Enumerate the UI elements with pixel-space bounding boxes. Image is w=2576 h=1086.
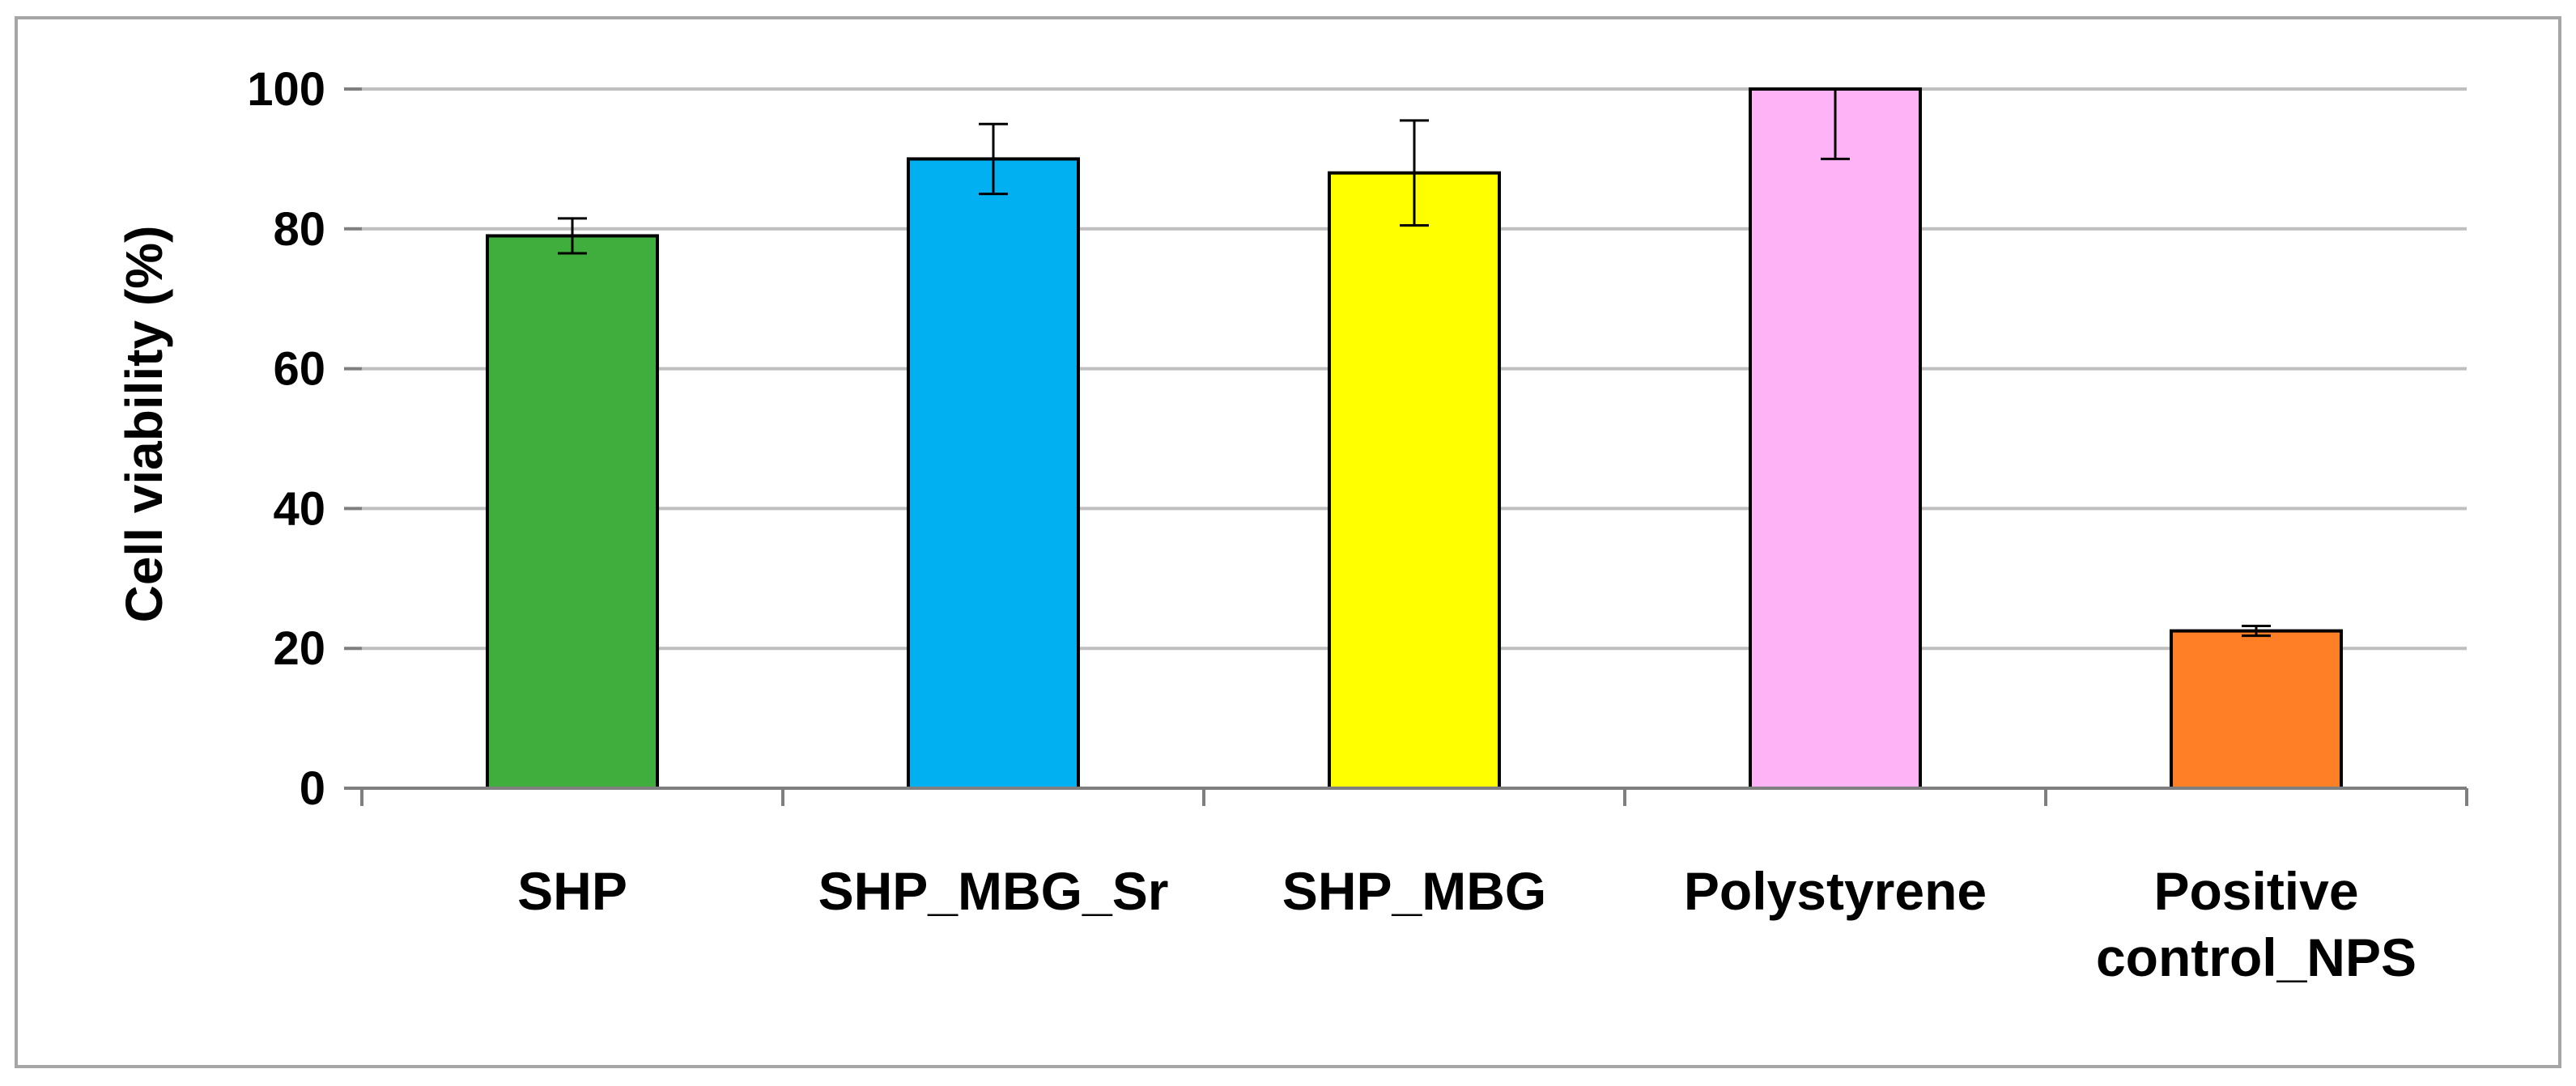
x-category-label: SHP (517, 861, 627, 921)
labels: 0 20 40 60 80 100 SHP SHP_MBG_Sr SHP_MBG Polystyr… (247, 63, 2417, 987)
x-category-label: SHP_MBG (1282, 861, 1546, 921)
bar-chart: 0 20 40 60 80 100 SHP SHP_MBG_Sr SHP_MBG Polystyr… (115, 63, 2468, 987)
bar (2170, 629, 2343, 790)
x-category-label: SHP_MBG_Sr (818, 861, 1169, 921)
y-tick-label: 20 (273, 622, 325, 675)
x-category-label: Positive control_NPS (2096, 861, 2417, 987)
bar (1749, 87, 1922, 790)
x-category-label: Polystyrene (1684, 861, 1987, 921)
bar (907, 157, 1080, 790)
bar (1328, 171, 1501, 790)
y-tick-label: 60 (273, 343, 325, 396)
y-tick-label: 0 (300, 762, 325, 815)
y-tick-label: 40 (273, 482, 325, 535)
chart-frame: 0 20 40 60 80 100 SHP SHP_MBG_Sr SHP_MBG Polystyr… (15, 16, 2561, 1068)
bar (486, 234, 659, 790)
axes (344, 87, 2468, 806)
y-tick-label: 100 (247, 63, 325, 116)
y-axis-title: Cell viability (%) (115, 226, 173, 623)
y-tick-label: 80 (273, 203, 325, 256)
bars (486, 87, 2343, 790)
